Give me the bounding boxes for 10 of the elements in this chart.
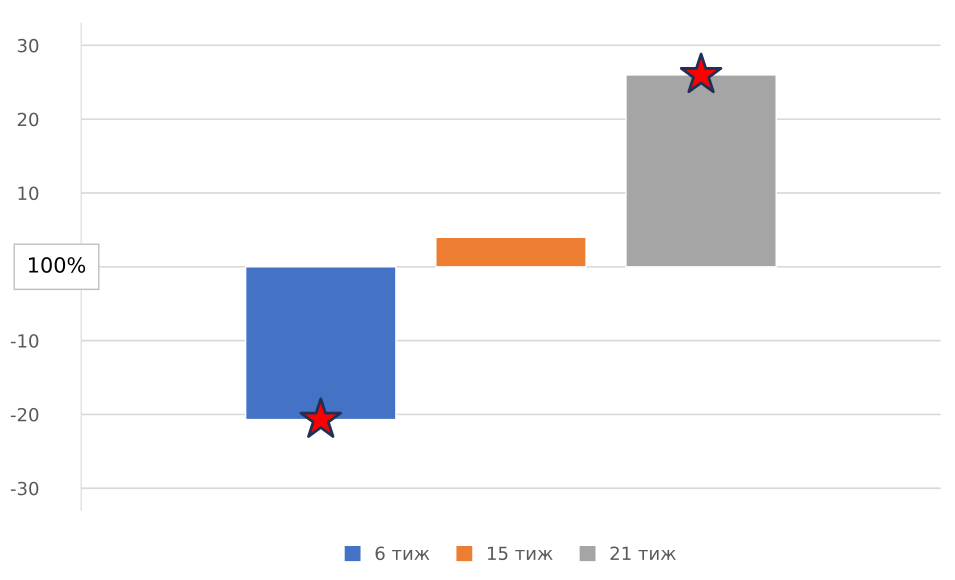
- legend-label: 15 тиж: [488, 546, 553, 560]
- legend-label: 6 тиж: [376, 546, 430, 560]
- y-tick-label: -20: [10, 408, 38, 422]
- y-tick-label: 20: [18, 112, 38, 126]
- y-tick-label: -30: [10, 482, 38, 496]
- legend-label: 21 тиж: [610, 546, 676, 560]
- annotation: 100%: [29, 257, 86, 273]
- y-tick-label: 10: [18, 186, 38, 200]
- y-tick-label: 30: [18, 38, 38, 52]
- y-tick-label: -10: [10, 334, 38, 348]
